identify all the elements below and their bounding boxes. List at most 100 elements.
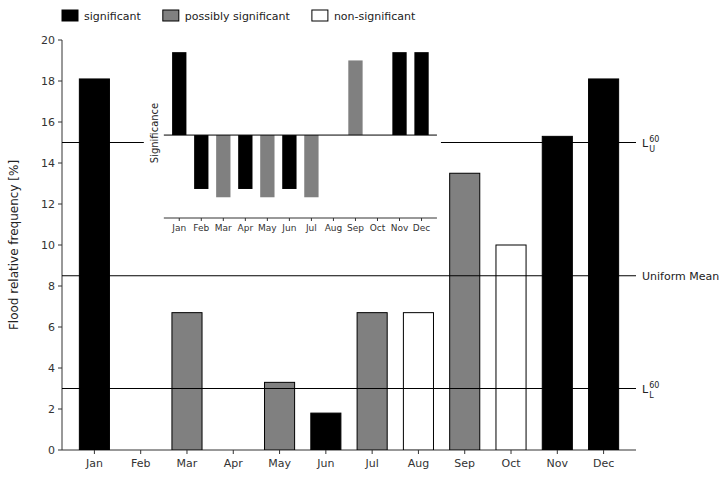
legend: significant possibly significant non-signi… — [62, 10, 416, 23]
inset-bar — [392, 52, 406, 135]
inset-x-tick-label: Sep — [347, 223, 364, 233]
x-tick — [186, 450, 187, 454]
y-tick-label: 16 — [41, 116, 55, 129]
x-tick — [140, 450, 141, 454]
inset-x-tick-label: Feb — [193, 223, 209, 233]
x-tick — [464, 450, 465, 454]
y-tick — [58, 450, 62, 451]
legend-swatch — [312, 10, 328, 21]
inset-background — [164, 48, 437, 218]
inset-x-tick-label: Mar — [215, 223, 232, 233]
x-tick-label: Nov — [547, 457, 569, 470]
inset-x-tick — [311, 218, 312, 221]
inset-zero-line — [164, 135, 437, 136]
legend-swatch — [62, 10, 78, 21]
inset-x-tick — [223, 218, 224, 221]
x-tick-label: Jun — [316, 457, 334, 470]
inset-bar — [260, 135, 274, 197]
x-tick — [325, 450, 326, 454]
x-tick — [511, 450, 512, 454]
inset-x-tick-label: Apr — [238, 223, 254, 233]
legend-swatch — [163, 10, 179, 21]
y-tick-label: 12 — [41, 198, 55, 211]
inset-x-tick — [289, 218, 290, 221]
inset-x-tick — [399, 218, 400, 221]
x-tick — [372, 450, 373, 454]
inset-x-tick-label: May — [258, 223, 277, 233]
reference-line — [441, 142, 636, 143]
x-tick — [418, 450, 419, 454]
inset-x-tick-label: Nov — [391, 223, 409, 233]
inset-x-tick — [179, 218, 180, 221]
reference-label: Uniform Mean — [642, 270, 719, 283]
y-tick-label: 14 — [41, 157, 55, 170]
inset-x-tick — [421, 218, 422, 221]
reference-line — [62, 142, 144, 143]
x-tick-label: Sep — [454, 457, 475, 470]
legend-label: significant — [84, 10, 141, 23]
bar — [357, 313, 387, 450]
bar — [172, 313, 202, 450]
x-tick-label: Aug — [408, 457, 429, 470]
y-tick — [58, 327, 62, 328]
x-tick-label: Dec — [593, 457, 614, 470]
reference-label: L — [642, 383, 649, 396]
x-tick — [603, 450, 604, 454]
inset-bar — [194, 135, 208, 189]
reference-label-sub: L — [649, 391, 654, 400]
x-tick — [279, 450, 280, 454]
inset-bar — [172, 52, 186, 135]
bar — [403, 313, 433, 450]
inset-x-tick — [267, 218, 268, 221]
x-tick-label: Jul — [365, 457, 379, 470]
x-axis: Jan Feb Mar Apr May Jun Jul Aug Sep Oct Nov Dec — [62, 450, 636, 470]
bar — [450, 173, 480, 450]
legend-label: non-significant — [334, 10, 416, 23]
inset: JanFebMarAprMayJunJulAugSepOctNovDecSign… — [149, 48, 437, 233]
inset-x-tick-label: Oct — [370, 223, 386, 233]
inset-bar — [216, 135, 230, 197]
legend-label: possibly significant — [185, 10, 291, 23]
y-tick — [58, 409, 62, 410]
inset-bar — [414, 52, 428, 135]
x-tick-label: Oct — [502, 457, 522, 470]
y-tick-label: 10 — [41, 239, 55, 252]
y-axis: 02468101214161820Flood relative frequenc… — [7, 34, 62, 457]
inset-bar — [348, 60, 362, 135]
x-tick-label: Mar — [177, 457, 198, 470]
y-tick-label: 18 — [41, 75, 55, 88]
x-tick — [233, 450, 234, 454]
bars — [79, 79, 618, 450]
y-tick — [58, 368, 62, 369]
inset-x-tick — [333, 218, 334, 221]
bar — [79, 79, 109, 450]
x-tick-label: Apr — [224, 457, 244, 470]
inset-x-axis-line — [164, 218, 437, 219]
y-tick — [58, 286, 62, 287]
x-tick-label: Feb — [131, 457, 150, 470]
x-tick — [557, 450, 558, 454]
y-tick-label: 0 — [48, 444, 55, 457]
chart: 02468101214161820Flood relative frequenc… — [0, 0, 721, 486]
reference-line — [62, 388, 636, 389]
reference-label-sup: 60 — [649, 381, 659, 390]
x-tick — [94, 450, 95, 454]
reference-labels: L60UUniform MeanL60L — [642, 135, 719, 400]
x-tick-label: May — [268, 457, 291, 470]
inset-x-tick-label: Jul — [305, 223, 317, 233]
inset-bar — [238, 135, 252, 189]
reference-label-sub: U — [649, 145, 655, 154]
inset-x-tick-label: Aug — [325, 223, 343, 233]
y-tick-label: 2 — [48, 403, 55, 416]
y-tick-label: 4 — [48, 362, 55, 375]
y-tick — [58, 40, 62, 41]
inset-bars — [172, 52, 429, 197]
inset-x-tick — [201, 218, 202, 221]
y-tick — [58, 122, 62, 123]
inset-x-tick — [355, 218, 356, 221]
y-tick — [58, 245, 62, 246]
y-axis-label: Flood relative frequency [%] — [7, 160, 21, 330]
y-tick — [58, 163, 62, 164]
x-tick-label: Jan — [85, 457, 103, 470]
y-tick-label: 6 — [48, 321, 55, 334]
